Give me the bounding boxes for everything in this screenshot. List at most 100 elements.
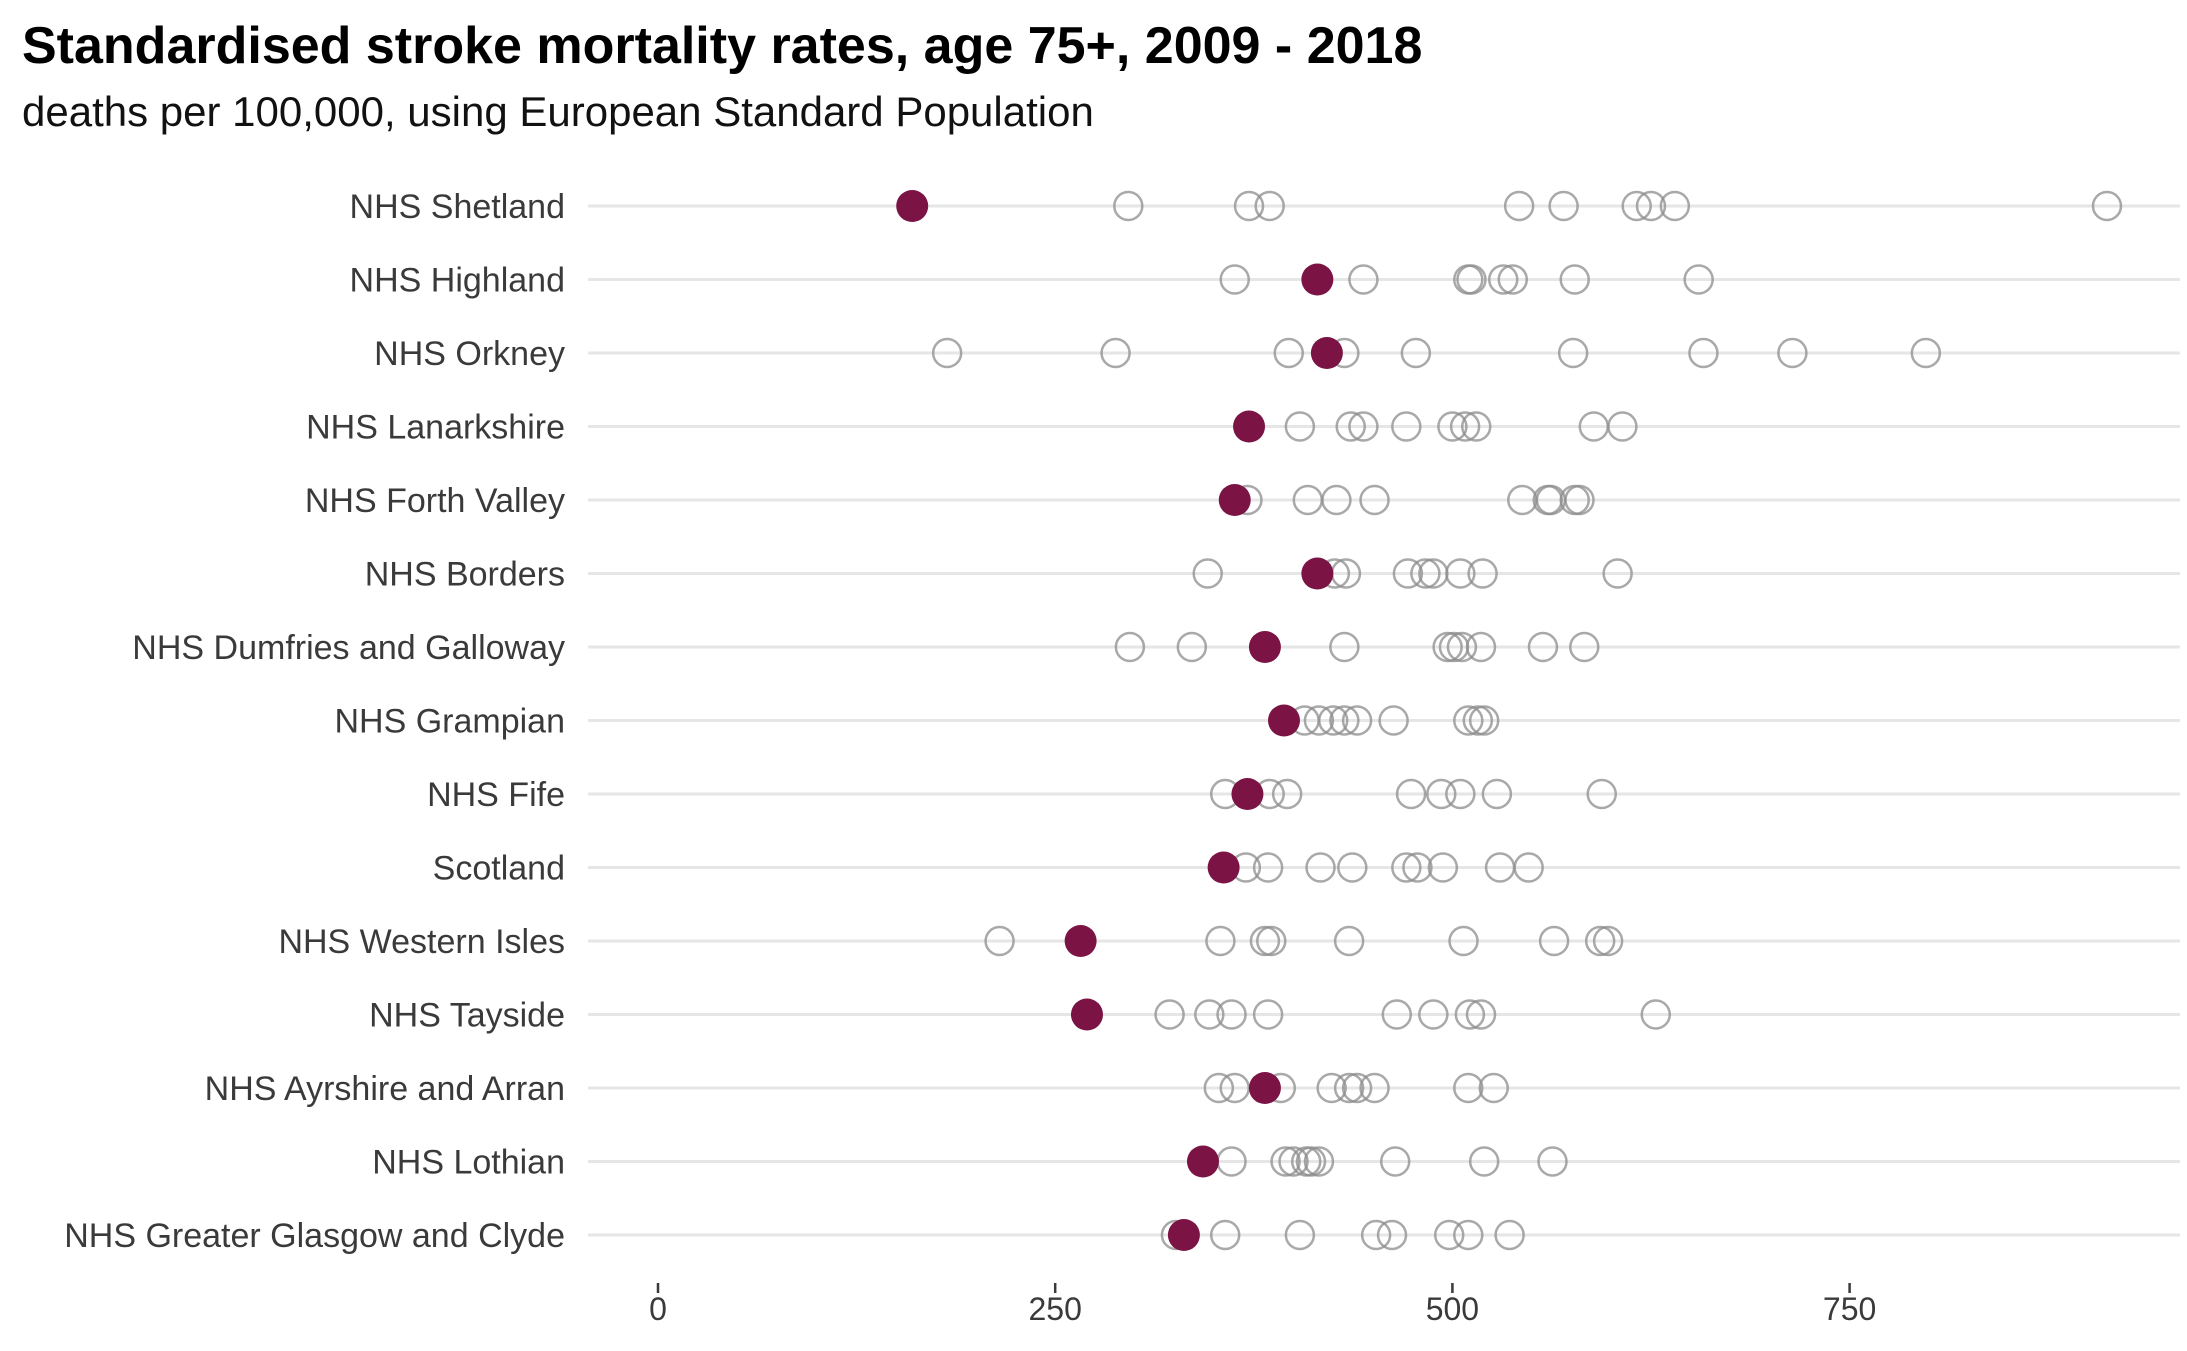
y-tick-label: NHS Borders — [365, 556, 565, 594]
point-other-year — [1329, 631, 1360, 663]
point-other-year — [1278, 1146, 1309, 1177]
point-other-year — [1154, 999, 1185, 1030]
point-other-year — [1295, 1146, 1327, 1177]
point-other-year — [1635, 190, 1667, 222]
point-other-year — [1621, 190, 1652, 222]
y-tick-label: Scotland — [433, 850, 565, 888]
point-other-year — [1503, 190, 1535, 222]
point-other-year — [1537, 1146, 1568, 1177]
x-tick-label: 0 — [649, 1291, 667, 1327]
point-other-year — [1233, 190, 1265, 222]
point-other-year — [1209, 1219, 1241, 1251]
point-other-year — [1284, 1219, 1316, 1251]
point-other-year — [1219, 264, 1250, 295]
point-other-year — [1400, 337, 1432, 369]
point-highlight — [1248, 631, 1281, 663]
point-other-year — [1113, 190, 1144, 222]
point-other-year — [1333, 1072, 1365, 1104]
point-highlight — [1310, 337, 1343, 369]
point-other-year — [1446, 631, 1478, 663]
point-other-year — [1449, 411, 1481, 442]
y-tick-label: NHS Shetland — [350, 188, 565, 226]
point-highlight — [1207, 851, 1240, 884]
point-other-year — [1392, 558, 1424, 589]
y-tick-label: NHS Highland — [350, 262, 565, 300]
point-other-year — [1395, 778, 1427, 810]
point-other-year — [1381, 999, 1413, 1030]
y-tick-label: NHS Orkney — [374, 335, 565, 373]
point-other-year — [1360, 1219, 1392, 1251]
point-other-year — [1494, 1219, 1525, 1251]
point-other-year — [1402, 852, 1433, 883]
x-tick-label: 750 — [1823, 1291, 1876, 1327]
point-other-year — [1777, 337, 1808, 369]
point-other-year — [1478, 1072, 1509, 1104]
point-other-year — [1527, 631, 1559, 663]
point-other-year — [1359, 484, 1390, 516]
point-other-year — [1607, 411, 1638, 442]
point-other-year — [1176, 631, 1208, 663]
point-highlight — [1186, 1145, 1219, 1178]
point-highlight — [1231, 778, 1264, 810]
point-other-year — [1513, 852, 1544, 883]
point-other-year — [1460, 411, 1492, 442]
y-tick-label: NHS Greater Glasgow and Clyde — [64, 1217, 565, 1255]
point-other-year — [1321, 484, 1352, 516]
y-tick-label: NHS Grampian — [334, 703, 565, 741]
point-other-year — [1453, 705, 1484, 736]
point-other-year — [1337, 852, 1368, 883]
point-other-year — [1249, 925, 1281, 957]
point-other-year — [1329, 705, 1360, 736]
point-other-year — [1252, 852, 1284, 883]
point-other-year — [1688, 337, 1719, 369]
point-highlight — [1267, 704, 1300, 737]
point-highlight — [896, 190, 929, 222]
point-other-year — [1659, 190, 1691, 222]
y-tick-label: NHS Tayside — [369, 997, 565, 1035]
point-other-year — [1192, 558, 1223, 589]
point-other-year — [1454, 999, 1486, 1030]
x-tick-label: 250 — [1029, 1291, 1082, 1327]
point-other-year — [1448, 925, 1479, 957]
y-tick-label: NHS Dumfries and Galloway — [132, 629, 565, 667]
point-other-year — [1410, 558, 1441, 589]
point-other-year — [931, 337, 963, 369]
point-other-year — [1468, 705, 1500, 736]
point-other-year — [1445, 558, 1476, 589]
point-other-year — [984, 925, 1015, 957]
point-highlight — [1248, 1072, 1281, 1104]
point-other-year — [1640, 999, 1672, 1030]
point-other-year — [1437, 411, 1468, 442]
point-other-year — [1203, 1072, 1235, 1104]
point-other-year — [1303, 1146, 1335, 1177]
point-other-year — [1564, 484, 1595, 516]
point-other-year — [1432, 631, 1463, 663]
point-other-year — [1219, 1072, 1250, 1104]
point-highlight — [1218, 484, 1251, 516]
point-other-year — [1497, 264, 1529, 295]
highlight-points — [896, 190, 1343, 1251]
point-other-year — [1303, 705, 1335, 736]
point-highlight — [1301, 263, 1334, 296]
point-other-year — [1205, 925, 1236, 957]
x-axis: 0 250 500 750 — [649, 1283, 1876, 1327]
point-other-year — [1341, 705, 1373, 736]
point-other-year — [1602, 558, 1633, 589]
point-other-year — [1683, 264, 1714, 295]
point-highlight — [1064, 925, 1097, 957]
point-other-year — [1252, 999, 1284, 1030]
y-tick-label: NHS Fife — [427, 776, 565, 814]
point-other-year — [1391, 411, 1422, 442]
point-other-year — [1379, 1146, 1411, 1177]
point-other-year — [1427, 852, 1459, 883]
point-other-year — [1433, 1219, 1465, 1251]
point-other-year — [1348, 411, 1379, 442]
point-other-year — [1256, 925, 1287, 957]
other-year-points — [931, 190, 2123, 1251]
point-other-year — [1254, 190, 1285, 222]
point-other-year — [1333, 925, 1365, 957]
point-other-year — [1465, 631, 1497, 663]
point-other-year — [1359, 1072, 1390, 1104]
point-other-year — [1316, 1072, 1347, 1104]
y-tick-label: NHS Lothian — [372, 1144, 565, 1182]
